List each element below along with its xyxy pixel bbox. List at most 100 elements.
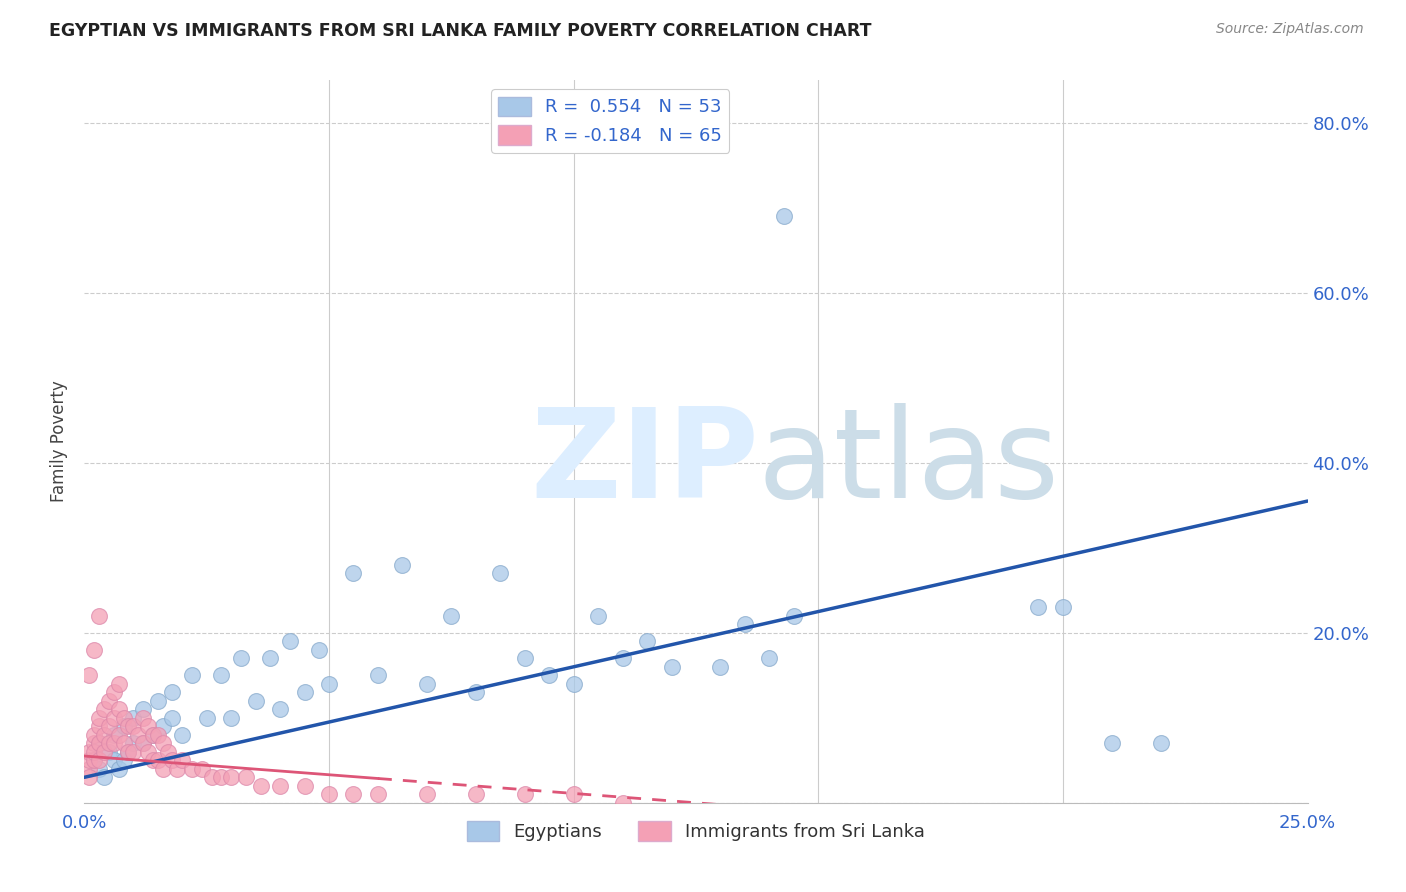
Point (122, 719, 145, 733)
Point (107, 677, 129, 691)
Point (152, 762, 174, 776)
Point (538, 668, 561, 682)
Point (342, 787, 364, 801)
Point (294, 685, 316, 699)
Point (318, 787, 340, 801)
Point (162, 685, 184, 699)
Point (77, 745, 100, 759)
Point (83, 753, 105, 767)
Point (156, 745, 179, 759)
Point (83, 642, 105, 657)
Point (83, 736, 105, 750)
Point (77, 770, 100, 784)
Point (612, 796, 634, 810)
Point (122, 745, 145, 759)
Point (87, 753, 110, 767)
Point (367, 668, 389, 682)
Point (97, 694, 120, 708)
Point (200, 770, 222, 784)
Point (136, 745, 159, 759)
Point (117, 745, 139, 759)
Point (107, 702, 129, 716)
Point (269, 779, 291, 793)
Point (294, 779, 316, 793)
Point (308, 642, 330, 657)
Point (219, 711, 242, 725)
Point (209, 668, 232, 682)
Point (416, 677, 439, 691)
Point (146, 694, 169, 708)
Point (391, 558, 413, 572)
Point (87, 736, 110, 750)
Point (1028, 600, 1050, 615)
Point (513, 651, 536, 665)
Point (1052, 600, 1074, 615)
Point (249, 779, 271, 793)
Point (87, 762, 110, 776)
Point (93, 702, 115, 716)
Point (162, 711, 184, 725)
Point (112, 711, 135, 725)
Point (93, 770, 115, 784)
Point (259, 651, 281, 665)
Point (562, 677, 585, 691)
Point (132, 736, 155, 750)
Point (107, 762, 129, 776)
Point (122, 736, 145, 750)
Point (93, 728, 115, 742)
Point (87, 711, 110, 725)
Point (152, 719, 174, 733)
Point (440, 608, 463, 623)
Point (127, 728, 149, 742)
Point (136, 719, 159, 733)
Point (132, 711, 155, 725)
Point (172, 753, 194, 767)
Y-axis label: Family Poverty: Family Poverty (51, 381, 69, 502)
Point (117, 719, 139, 733)
Point (773, 209, 796, 223)
Point (191, 762, 214, 776)
Point (87, 736, 110, 750)
Point (318, 677, 340, 691)
Text: ZIP: ZIP (531, 402, 759, 524)
Point (166, 762, 188, 776)
Point (122, 711, 145, 725)
Point (103, 711, 125, 725)
Point (93, 745, 115, 759)
Point (103, 685, 125, 699)
Point (152, 736, 174, 750)
Point (783, 608, 806, 623)
Point (181, 762, 204, 776)
Point (117, 745, 139, 759)
Point (112, 753, 135, 767)
Point (219, 770, 242, 784)
Point (181, 668, 204, 682)
Point (342, 566, 364, 581)
Point (97, 719, 120, 733)
Point (229, 651, 252, 665)
Point (489, 566, 512, 581)
Point (513, 787, 536, 801)
Point (209, 770, 232, 784)
Point (734, 617, 756, 632)
Point (562, 787, 585, 801)
Point (142, 753, 165, 767)
Point (1101, 736, 1123, 750)
Point (612, 651, 634, 665)
Point (416, 787, 439, 801)
Point (83, 753, 105, 767)
Point (464, 685, 486, 699)
Point (162, 753, 184, 767)
Point (112, 736, 135, 750)
Point (269, 702, 291, 716)
Point (132, 736, 155, 750)
Point (103, 728, 125, 742)
Point (77, 668, 100, 682)
Point (83, 728, 105, 742)
Point (97, 736, 120, 750)
Point (132, 702, 155, 716)
Point (146, 753, 169, 767)
Point (195, 711, 218, 725)
Point (103, 753, 125, 767)
Point (112, 719, 135, 733)
